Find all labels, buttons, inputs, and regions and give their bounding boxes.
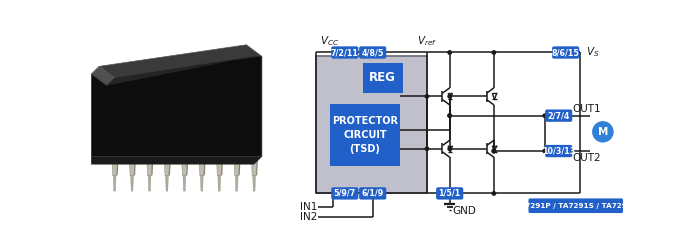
Text: GND: GND (453, 206, 477, 216)
Polygon shape (107, 56, 262, 86)
Text: M: M (598, 127, 608, 137)
Circle shape (543, 114, 547, 117)
Polygon shape (256, 158, 258, 176)
Circle shape (448, 147, 452, 150)
Text: IN2: IN2 (300, 211, 317, 221)
Polygon shape (253, 176, 256, 191)
Circle shape (492, 51, 496, 54)
Polygon shape (200, 176, 203, 191)
Polygon shape (112, 159, 118, 176)
Polygon shape (199, 159, 204, 176)
Circle shape (448, 95, 452, 98)
Text: 5/9/7: 5/9/7 (334, 189, 356, 198)
Polygon shape (218, 176, 220, 191)
Polygon shape (164, 159, 169, 176)
Circle shape (425, 95, 428, 98)
FancyBboxPatch shape (330, 104, 400, 166)
Polygon shape (234, 159, 239, 176)
FancyBboxPatch shape (331, 46, 358, 59)
Text: IN1: IN1 (300, 202, 317, 212)
Polygon shape (131, 176, 134, 191)
Circle shape (492, 149, 496, 153)
Polygon shape (204, 158, 206, 176)
FancyBboxPatch shape (316, 56, 427, 193)
Polygon shape (148, 176, 151, 191)
Circle shape (448, 192, 452, 195)
FancyBboxPatch shape (363, 62, 403, 93)
Polygon shape (92, 157, 262, 164)
Polygon shape (166, 176, 168, 191)
Circle shape (425, 147, 428, 150)
Polygon shape (221, 158, 223, 176)
Circle shape (575, 51, 579, 54)
Polygon shape (134, 158, 136, 176)
Polygon shape (113, 176, 116, 191)
Polygon shape (216, 159, 222, 176)
Circle shape (593, 122, 613, 142)
Polygon shape (186, 158, 188, 176)
Circle shape (492, 192, 496, 195)
Polygon shape (235, 176, 238, 191)
Text: 7/2/11: 7/2/11 (331, 48, 358, 57)
FancyBboxPatch shape (528, 198, 623, 213)
FancyBboxPatch shape (359, 187, 386, 200)
Polygon shape (147, 159, 152, 176)
Circle shape (448, 114, 452, 117)
FancyBboxPatch shape (545, 110, 573, 122)
FancyBboxPatch shape (545, 145, 573, 157)
Text: 1/5/1: 1/5/1 (439, 189, 461, 198)
Polygon shape (151, 158, 153, 176)
Polygon shape (239, 158, 241, 176)
Text: TA7291P / TA7291S / TA7291F: TA7291P / TA7291S / TA7291F (515, 203, 636, 209)
Text: PROTECTOR
CIRCUIT
(TSD): PROTECTOR CIRCUIT (TSD) (332, 116, 398, 154)
Polygon shape (99, 45, 262, 78)
Polygon shape (92, 66, 115, 86)
Polygon shape (92, 56, 262, 157)
Text: 8/6/15: 8/6/15 (552, 48, 580, 57)
FancyBboxPatch shape (436, 187, 463, 200)
Text: OUT1: OUT1 (573, 104, 601, 114)
Polygon shape (182, 159, 187, 176)
Text: REG: REG (370, 71, 396, 85)
Polygon shape (130, 159, 135, 176)
Circle shape (448, 114, 452, 117)
Text: 6/1/9: 6/1/9 (362, 189, 384, 198)
Text: 10/3/13: 10/3/13 (542, 147, 575, 156)
FancyBboxPatch shape (331, 187, 358, 200)
Circle shape (448, 192, 452, 195)
Text: OUT2: OUT2 (573, 153, 601, 163)
Text: $V_{CC}$: $V_{CC}$ (320, 34, 340, 48)
Polygon shape (169, 158, 171, 176)
Polygon shape (251, 159, 257, 176)
Polygon shape (116, 158, 118, 176)
Text: $V_S$: $V_S$ (586, 46, 599, 59)
FancyBboxPatch shape (552, 46, 579, 59)
Text: 4/8/5: 4/8/5 (361, 48, 384, 57)
Text: 2/7/4: 2/7/4 (547, 111, 570, 120)
Circle shape (492, 149, 496, 153)
Text: $V_{ref}$: $V_{ref}$ (417, 34, 437, 48)
Circle shape (448, 51, 452, 54)
Polygon shape (183, 176, 186, 191)
FancyBboxPatch shape (359, 46, 386, 59)
Circle shape (543, 149, 547, 153)
